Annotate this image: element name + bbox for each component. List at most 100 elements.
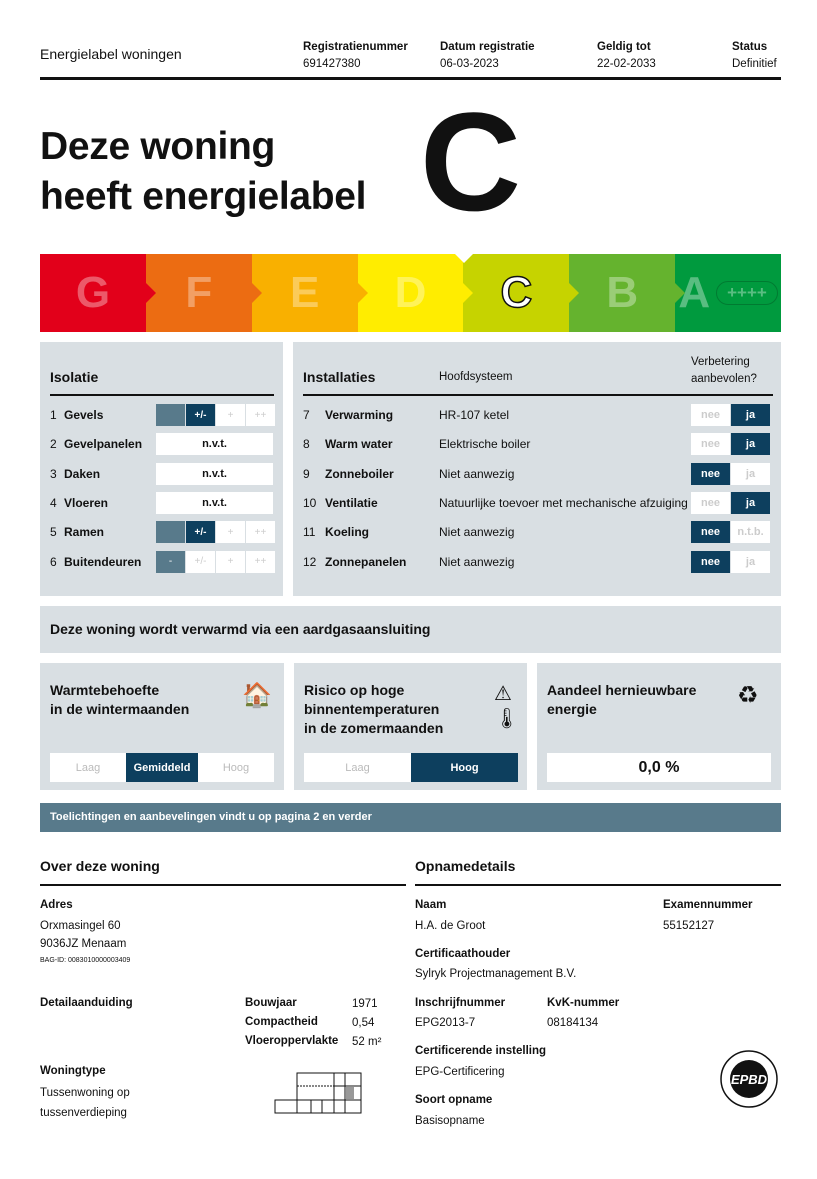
row-system: Niet aanwezig [439,525,515,540]
field-label: Datum registratie [440,41,535,53]
label-class-D: D [357,254,474,332]
section-title: Over deze woning [40,858,160,874]
title-line: binnentemperaturen [304,701,440,717]
field-label: Geldig tot [597,41,651,53]
rating-cell: +/- [186,550,215,573]
segment-arrow [675,283,686,303]
segment-arrow [463,283,474,303]
rating-cell: ++ [246,404,275,426]
row-system: Elektrische boiler [439,437,531,452]
installaties-panel: Installaties Hoofdsysteem Verbetering aan… [293,342,781,596]
row-name: Vloeren [64,495,109,510]
note-banner: Toelichtingen en aanbevelingen vindt u o… [40,803,781,832]
svg-text:EPBD: EPBD [731,1072,768,1087]
column-header-line: aanbevolen? [691,373,757,385]
renewable-share-value: 0,0 % [547,753,771,782]
recommend-option: ja [731,550,770,573]
recommend-toggle: nee ja [691,550,771,573]
address-line: Orxmasingel 60 [40,920,121,932]
column-header: Hoofdsysteem [439,371,513,383]
type-line: tussenverdieping [40,1107,127,1119]
row-name: Ventilatie [325,495,378,510]
row-name: Zonneboiler [325,466,394,481]
title-line: in de wintermaanden [50,701,190,717]
recommend-option: nee [691,491,730,514]
recommend-option: nee [691,404,730,426]
installation-row: 8 Warm water [303,433,393,455]
segment-arrow [569,283,580,303]
row-system: Niet aanwezig [439,466,515,481]
field-value: 06-03-2023 [440,58,499,70]
isolation-row: 6 Buitendeuren [50,551,141,573]
headline: Deze woning heeft energielabel [40,122,367,222]
row-system: Niet aanwezig [439,554,515,569]
field-value: EPG2013-7 [415,1017,476,1029]
field-label: Naam [415,899,447,911]
label-class-G: G [40,254,156,332]
isolation-row: 3 Daken [50,463,100,485]
document-title: Energielabel woningen [40,46,182,62]
isolation-row: 4 Vloeren [50,492,108,514]
field-value: EPG-Certificering [415,1066,505,1078]
box-title: Warmtebehoefte in de wintermaanden [50,681,189,719]
title-line: Risico op hoge [304,682,405,698]
rating-na: n.v.t. [156,462,273,485]
gas-banner: Deze woning wordt verwarmd via een aardg… [40,606,781,653]
isolation-row: 5 Ramen [50,521,104,543]
header-valid: Geldig tot 22-02-2033 [597,39,656,73]
installation-row: 11 Koeling [303,521,369,543]
rating-cells: - +/- + ++ [156,550,276,573]
recommend-toggle: nee n.t.b. [691,521,771,544]
row-number: 3 [50,466,57,481]
type-line: Tussenwoning op [40,1087,130,1099]
warmte-box: Warmtebehoefte in de wintermaanden 🏠 Laag… [40,663,284,790]
gas-text: Deze woning wordt verwarmd via een aardg… [50,621,431,637]
recommend-option: nee [691,521,730,544]
rating-cell: +/- [186,521,215,544]
installation-row: 9 Zonneboiler [303,463,394,485]
row-name: Ramen [64,525,105,540]
title-line: energie [547,701,597,717]
field-value: Sylryk Projectmanagement B.V. [415,968,577,980]
field-value: Definitief [732,58,777,70]
rating-cell [156,404,185,426]
row-number: 8 [303,437,310,452]
thermometer-warning-icon: ⚠🌡 [494,683,520,730]
field-label: Woningtype [40,1065,106,1077]
woningtype: Tussenwoning op tussenverdieping [40,1083,130,1123]
recommend-option: n.t.b. [731,521,770,544]
field-label: Soort opname [415,1094,493,1106]
row-number: 7 [303,408,310,422]
recommend-toggle: nee ja [691,462,771,485]
installation-row: 12 Zonnepanelen [303,551,406,573]
scale-option: Gemiddeld [126,753,198,782]
field-value: 22-02-2033 [597,58,656,70]
recommend-option: ja [731,491,770,514]
address-line: 9036JZ Menaam [40,938,127,950]
row-name: Buitendeuren [64,554,142,569]
rating-cell: +/- [186,404,215,426]
divider [303,394,773,396]
class-letter: D [394,268,427,317]
row-name: Verwarming [325,408,394,422]
recommend-option: ja [731,404,770,426]
scale-option: Laag [304,753,411,782]
recommend-toggle: nee ja [691,433,771,456]
energy-label-letter: C [420,83,522,240]
rating-cell: + [216,404,245,426]
rating-cell [156,521,185,544]
recommend-option: nee [691,462,730,485]
risico-scale: Laag Hoog [304,753,518,782]
divider [50,394,274,396]
field-label: Certificaathouder [415,948,511,960]
recommend-toggle: nee ja [691,404,771,426]
scale-option: Hoog [411,753,518,782]
isolatie-panel: Isolatie 1 Gevels +/- + ++ 2 Gevelpanelen n.v.t… [40,342,283,596]
divider [40,884,406,886]
field-label: Inschrijfnummer [415,997,506,1009]
title-line: Warmtebehoefte [50,682,160,698]
rating-cells: +/- + ++ [156,521,276,544]
column-header: Verbetering aanbevolen? [691,354,757,388]
building-position-icon [274,1072,362,1114]
recommend-toggle: nee ja [691,491,771,514]
